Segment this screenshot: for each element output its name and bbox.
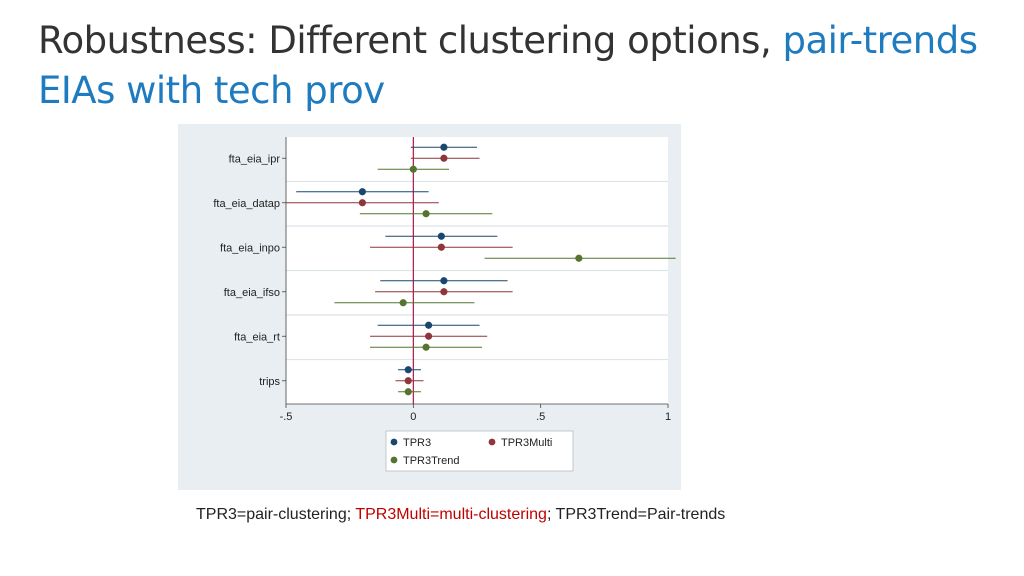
- caption-tpr3trend: ; TPR3Trend=Pair-trends: [546, 506, 726, 523]
- y-tick-label: fta_eia_rt: [234, 331, 280, 343]
- point-estimate: [440, 143, 448, 151]
- point-estimate: [425, 332, 433, 340]
- coefficient-chart: fta_eia_ipr fta_eia_datap fta_eia_inpo fta_…: [178, 124, 681, 490]
- point-estimate: [440, 154, 448, 162]
- point-estimate: [437, 243, 445, 251]
- point-estimate: [440, 277, 448, 285]
- slide-title: Robustness: Different clustering options…: [38, 16, 998, 116]
- point-estimate: [422, 210, 430, 218]
- point-estimate: [399, 299, 407, 307]
- point-estimate: [404, 388, 412, 396]
- legend-marker: [390, 438, 398, 446]
- caption-tpr3: TPR3=pair-clustering;: [196, 506, 356, 523]
- caption-tpr3multi: TPR3Multi=multi-clustering: [355, 506, 547, 523]
- x-tick-label: -.5: [280, 411, 293, 423]
- point-estimate: [409, 165, 417, 173]
- legend-marker: [390, 456, 398, 464]
- x-tick-label: 1: [665, 411, 671, 423]
- y-tick-label: fta_eia_inpo: [220, 242, 280, 254]
- chart-svg: fta_eia_ipr fta_eia_datap fta_eia_inpo fta_…: [213, 137, 676, 472]
- y-tick-label: trips: [259, 376, 280, 388]
- point-estimate: [358, 199, 366, 207]
- title-accent: pair-trends EIAs with tech prov: [38, 19, 978, 112]
- legend-label: TPR3Multi: [501, 437, 552, 449]
- y-tick-label: fta_eia_ipr: [229, 153, 281, 165]
- point-estimate: [358, 188, 366, 196]
- point-estimate: [404, 377, 412, 385]
- chart-caption: TPR3=pair-clustering; TPR3Multi=multi-cl…: [196, 506, 725, 524]
- legend-label: TPR3Trend: [403, 455, 459, 467]
- title-main: Robustness: Different clustering options…: [38, 19, 783, 62]
- y-tick-label: fta_eia_datap: [213, 198, 280, 210]
- x-tick-label: 0: [410, 411, 416, 423]
- point-estimate: [422, 343, 430, 351]
- point-estimate: [575, 254, 583, 262]
- y-tick-label: fta_eia_ifso: [224, 287, 280, 299]
- legend-marker: [488, 438, 496, 446]
- point-estimate: [425, 321, 433, 329]
- legend-label: TPR3: [403, 437, 431, 449]
- point-estimate: [437, 232, 445, 240]
- x-tick-label: .5: [536, 411, 545, 423]
- point-estimate: [440, 288, 448, 296]
- legend-box: [385, 430, 574, 472]
- point-estimate: [404, 366, 412, 374]
